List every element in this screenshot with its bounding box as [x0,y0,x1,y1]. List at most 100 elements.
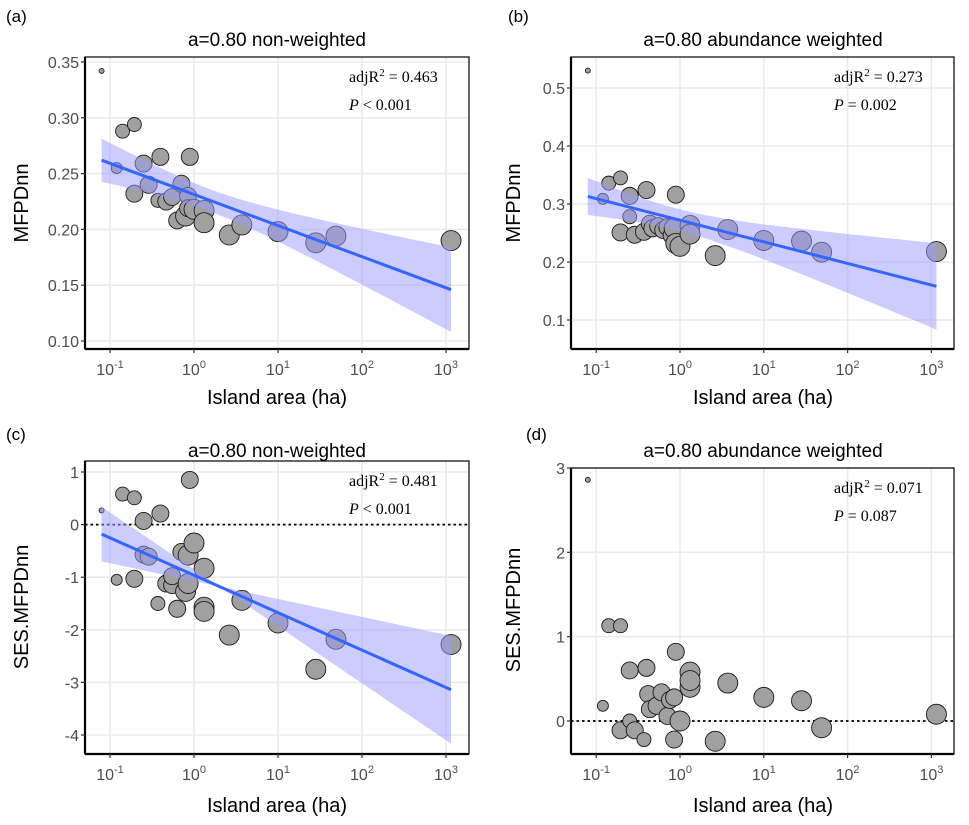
data-point [193,600,215,622]
panel-b: (b) a=0.80 abundance weighted 0.1 0.2 0.3 0.4… [503,7,955,409]
data-point [811,717,833,739]
adj-r2-annotation: adjR2 = 0.463 [349,67,438,86]
panel-c: (c) a=0.80 non-weighted -4 -3 -2 -1 0 1 10-1 100 1… [6,425,470,817]
data-point [440,230,462,252]
data-point [596,699,609,712]
confidence-ribbon [101,506,451,744]
data-point [193,212,215,234]
x-tick-label: 100 [668,764,692,784]
x-tick-label: 101 [266,764,290,784]
panel-label: (c) [6,425,26,444]
y-tick-label: -4 [65,728,79,745]
data-point [704,730,726,752]
y-tick-label: 0.1 [543,313,565,330]
data-point [115,123,131,139]
y-tick-label: -2 [65,623,79,640]
data-point [180,470,199,489]
data-point [669,710,691,732]
x-tick-label: 100 [668,359,692,379]
x-tick-label: 102 [836,359,860,379]
x-tick-label: 103 [919,764,943,784]
data-point [110,573,123,586]
x-tick-label: 102 [350,764,374,784]
y-tick-label: 2 [556,545,565,562]
panel-title: a=0.80 non-weighted [188,30,366,51]
data-point [613,618,628,634]
data-point [665,730,684,749]
x-axis-title: Island area (ha) [207,795,347,817]
panel-label: (d) [526,425,547,444]
confidence-ribbon [587,177,937,330]
data-point [925,703,947,725]
x-tick-label: 103 [434,359,458,379]
data-point [183,532,205,554]
x-tick-label: 101 [266,359,290,379]
data-point [584,67,591,74]
y-tick-label: 1 [556,630,565,647]
y-tick-label: 0.35 [48,55,79,72]
y-tick-label: 0.10 [48,334,79,351]
y-tick-label: 0.2 [543,255,565,272]
y-tick-label: -3 [65,675,79,692]
x-tick-label: 101 [752,764,776,784]
panel-a: (a) a=0.80 non-weighted 0.10 0.15 0.20 0.25 0.… [6,7,470,409]
data-point [665,688,684,707]
data-point [126,117,142,132]
data-point [98,67,105,74]
regression-line [100,532,452,692]
data-point [151,504,170,523]
panel-d: (d) a=0.80 abundance weighted 0 1 2 3 10-1 100 1… [503,425,955,817]
panel-label: (b) [508,7,529,26]
data-point [791,690,812,712]
x-axis-title: Island area (ha) [693,795,833,817]
panel-title: a=0.80 abundance weighted [643,30,882,51]
y-tick-label: -1 [65,570,79,587]
data-point [584,476,591,483]
p-value-annotation: P = 0.087 [833,508,897,525]
panel-title: a=0.80 abundance weighted [643,441,882,462]
x-tick-label: 103 [919,359,943,379]
data-point [704,245,726,267]
panel-title: a=0.80 non-weighted [188,441,366,462]
panel-label: (a) [6,7,27,26]
data-point [151,147,170,166]
x-tick-label: 102 [836,764,860,784]
y-tick-label: 0 [556,714,565,731]
x-tick-label: 10-1 [96,764,124,784]
data-point [180,147,199,166]
data-point [636,732,652,748]
x-axis-title: Island area (ha) [693,387,833,409]
x-tick-label: 101 [752,359,776,379]
data-point [126,490,142,506]
x-tick-label: 100 [182,764,206,784]
p-value-annotation: P = 0.002 [833,97,897,114]
data-point [666,642,685,661]
p-value-annotation: P < 0.001 [348,501,412,518]
x-tick-label: 102 [350,359,374,379]
y-tick-label: 0.4 [543,139,565,156]
data-point [613,170,628,186]
y-tick-label: 0.25 [48,167,79,184]
y-tick-label: 0.5 [543,81,565,98]
x-tick-label: 100 [182,359,206,379]
data-point [753,686,775,708]
p-value-annotation: P < 0.001 [348,97,412,114]
regression-line [587,195,937,288]
x-tick-label: 10-1 [582,764,610,784]
adj-r2-annotation: adjR2 = 0.273 [834,67,923,86]
data-point [305,658,327,680]
adj-r2-annotation: adjR2 = 0.481 [349,471,438,490]
data-point [218,624,240,646]
data-point [717,672,739,694]
y-tick-label: 0.30 [48,111,79,128]
x-tick-label: 10-1 [96,359,124,379]
data-point [125,569,144,588]
data-point [134,511,153,530]
y-axis-title: SES.MFPDnn [503,548,525,672]
x-tick-label: 10-1 [582,359,610,379]
data-point [637,658,656,677]
data-point [679,670,701,691]
y-tick-label: 0.3 [543,197,565,214]
data-point [168,599,187,618]
y-axis-title: MFPDnn [503,164,525,243]
